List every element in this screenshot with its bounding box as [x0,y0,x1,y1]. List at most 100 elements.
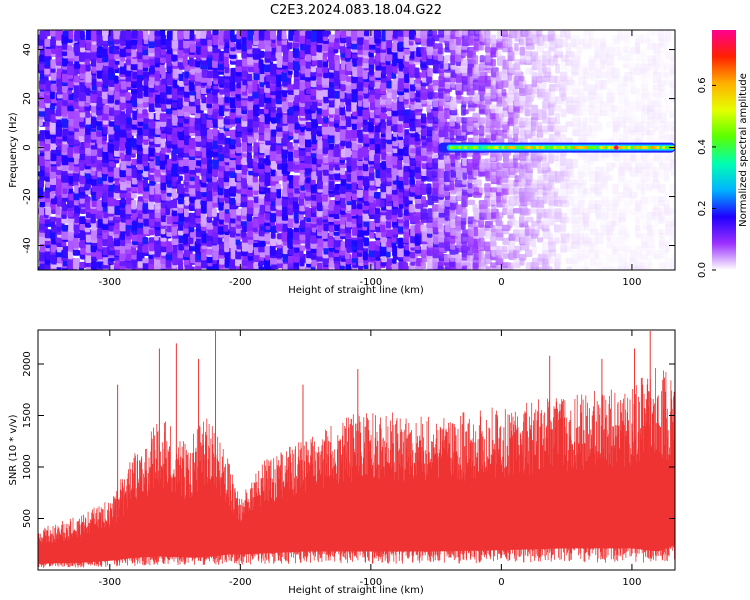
spectrogram-cell [270,76,278,85]
spectrogram-cell [265,158,271,166]
spectrogram-cell [229,196,236,205]
spectrogram-cell [362,67,368,80]
spectrogram-cell [571,96,580,104]
spectrogram-cell [589,88,596,94]
spectrogram-cell [207,179,213,191]
spectrogram-cell [583,96,589,103]
spectrogram-cell [548,170,558,182]
spectrogram-cell [571,237,580,244]
spectrogram-cell [548,75,558,83]
spectrogram-cell [397,208,403,218]
spectrogram-cell [530,130,536,137]
spectrogram-cell [496,71,503,82]
spectrogram-cell [455,216,461,226]
spectrogram-cell [583,72,589,80]
spectrogram-cell [572,183,582,189]
spectrogram-cell [601,196,609,207]
spectrogram-cell [79,216,87,224]
spectrogram-cell [599,55,607,65]
spectrogram-cell [600,46,610,56]
spectrogram-cell [259,50,265,58]
spectrogram-cell [595,245,603,254]
spectrogram-cell [282,112,288,124]
spectrogram-cell [606,266,614,270]
spectrogram-cell [96,34,103,47]
spectrogram-cell [44,67,50,75]
spectrogram-cell [582,204,591,213]
spectrogram-cell [223,233,231,242]
spectrogram-cell [589,100,596,106]
spectrogram-cell [327,88,336,99]
spectrogram-cell [108,30,114,42]
spectrogram-cell [572,225,581,233]
spectrogram-cell [374,142,381,154]
spectrogram-cell [530,225,536,235]
spectrogram-cell [217,237,223,245]
spectrogram-cell [84,154,91,165]
spectrogram-cell [572,117,581,127]
spectrogram-cell [578,221,586,232]
spectrogram-cell [565,192,572,200]
spectrogram-cell [461,34,470,47]
spectrogram-cell [130,39,139,46]
spectrogram-cell [594,249,600,259]
spectrogram-cell [572,43,579,49]
spectrogram-cell [560,200,570,208]
spectrogram-cell [287,158,294,170]
spectrogram-cell [553,121,562,132]
spectrogram-cell [565,59,573,66]
spectrogram-cell [408,30,417,40]
spectrogram-cell [119,150,125,160]
spectrogram-cell [582,179,588,186]
spectrogram-cell [473,179,482,187]
spectrogram-cell [154,71,161,82]
spectrogram-cell [317,237,324,247]
spectrogram-cell [369,166,375,174]
spectrogram-cell [408,63,416,75]
spectrogram-cell [513,158,518,168]
spectrogram-cell [125,92,131,101]
spectrogram-cell [166,241,173,253]
spectrogram-cell [601,175,607,187]
spectrogram-cell [572,257,578,264]
spectrogram-cell [85,30,92,41]
spectrogram-cell [583,245,593,255]
spectrogram-cell [560,183,569,193]
spectrogram-cell [605,204,611,213]
spectrogram-cell [449,108,458,116]
spectrogram-cell [541,241,549,253]
spectrogram-cell [582,104,590,112]
spectrogram-cell [96,30,103,36]
spectrogram-cell [577,212,586,221]
spectrogram-cell [241,133,249,143]
spectrogram-cell [50,183,57,191]
spectrogram-cell [559,158,567,170]
spectrogram-cell [582,254,589,262]
spectrogram-cell [339,105,346,116]
spectrogram-cell [160,138,166,148]
spectrogram-cell [172,30,178,41]
spectrogram-cell [288,254,296,264]
spectrogram-cell [317,262,323,270]
spectrogram-cell [299,30,307,36]
spectrogram-cell [559,245,568,253]
spectrogram-cell [368,51,374,58]
spectrogram-cell [565,83,573,96]
spectrogram-cell [582,133,589,142]
spectrogram-cell [531,104,538,115]
spectrogram-cell [577,171,584,180]
spectrogram-cell [171,113,177,124]
spectrogram-cell [519,229,526,237]
spectrogram-cell [287,101,293,107]
spectrogram-cell [495,50,502,57]
spectrogram-cell [362,109,371,120]
spectrogram-cell [317,113,322,122]
spectrogram-cell [56,183,64,196]
spectrogram-cell [554,237,560,244]
spectrogram-cell [223,54,229,64]
spectrogram-cell [478,237,485,248]
spectrogram-cell [148,199,155,210]
spectrogram-cell [514,59,521,69]
spectrogram-cell [524,249,533,257]
